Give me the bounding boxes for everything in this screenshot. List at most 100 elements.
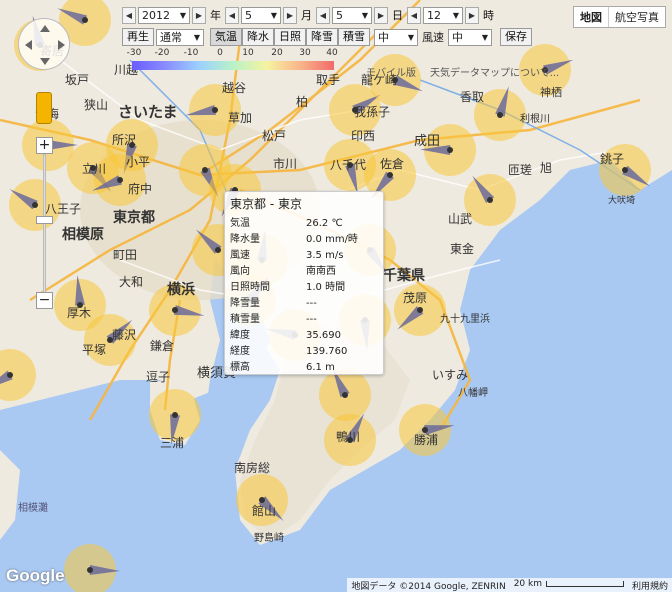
place-label: 逗子	[146, 370, 170, 384]
station-temperature-circle[interactable]	[0, 349, 36, 401]
place-label: 八王子	[45, 202, 81, 216]
mobile-link[interactable]: モバイル版	[366, 68, 416, 79]
legend-ticks: -30 -20 -10 0 10 20 30 40	[126, 48, 338, 60]
station-dot	[422, 427, 428, 433]
bubble-title: 東京都 - 東京	[230, 197, 302, 211]
day-prev-button[interactable]: ◀	[316, 6, 330, 24]
station-dot	[212, 107, 218, 113]
zoom-slider-handle[interactable]	[36, 216, 53, 224]
station-dot	[7, 372, 13, 378]
station-dot	[215, 247, 221, 253]
layer-snow-depth-button[interactable]: 積雪	[338, 28, 370, 46]
place-label: いすみ	[432, 368, 468, 382]
place-label: 相模灘	[18, 501, 48, 514]
place-label: 香取	[460, 90, 484, 104]
place-label: 小平	[126, 155, 150, 169]
about-link[interactable]: 天気データマップについて...	[430, 68, 560, 79]
station-dot	[352, 107, 358, 113]
place-label: 町田	[113, 248, 137, 262]
legend-tick: 0	[217, 48, 223, 58]
wind-direction-wedge	[345, 413, 365, 443]
bubble-row: 緯度 35.690	[230, 330, 341, 341]
station-info-bubble: 東京都 - 東京 気温 26.2 ℃ 降水量 0.0 mm/時 風速 3.5 m/s …	[224, 191, 384, 375]
layer-controls: 再生 通常 ▼ 気温 降水 日照 降雪 積雪 中 ▼ 風速 中 ▼ 保存	[122, 28, 532, 46]
day-next-button[interactable]: ▶	[374, 6, 388, 24]
year-prev-button[interactable]: ◀	[122, 6, 136, 24]
station-dot	[172, 412, 178, 418]
place-label: 大和	[119, 275, 143, 289]
bubble-row: 降雪量 ---	[230, 298, 317, 309]
save-button[interactable]: 保存	[500, 28, 532, 46]
month-select[interactable]: 5 ▼	[241, 6, 281, 24]
place-label: 九十九里浜	[440, 312, 490, 325]
wind-direction-wedge	[91, 175, 122, 191]
legend-tick: 10	[242, 48, 254, 58]
place-label: 千葉県	[383, 267, 425, 283]
bubble-row: 降水量 0.0 mm/時	[230, 234, 358, 245]
place-label: 印西	[351, 129, 375, 143]
place-label: 館山	[252, 503, 276, 518]
place-label: 神栖	[540, 85, 562, 99]
station-dot	[347, 437, 353, 443]
wind-direction-wedge	[420, 145, 451, 155]
hour-prev-button[interactable]: ◀	[407, 6, 421, 24]
place-label: 厚木	[67, 306, 91, 320]
marker-size-select[interactable]: 中 ▼	[374, 28, 418, 46]
zoom-slider-track[interactable]	[43, 154, 46, 294]
terms-link[interactable]: 利用規約	[631, 582, 668, 592]
legend-tick: -30	[126, 48, 142, 58]
station-dot	[542, 67, 548, 73]
speed-select[interactable]: 通常 ▼	[156, 28, 204, 46]
legend-tick: -10	[183, 48, 199, 58]
station-dot	[447, 147, 453, 153]
wind-direction-wedge	[543, 59, 574, 75]
year-select[interactable]: 2012 ▼	[138, 6, 190, 24]
map-type-satellite-button[interactable]: 航空写真	[615, 11, 659, 24]
wind-direction-wedge	[345, 163, 358, 194]
layer-snowfall-button[interactable]: 降雪	[306, 28, 338, 46]
map-footer: 地図データ ©2014 Google, ZENRIN 20 km 利用規約	[347, 578, 672, 592]
place-label: 東金	[450, 241, 474, 256]
chevron-down-icon: ▼	[481, 32, 488, 42]
station-dot	[129, 142, 135, 148]
layer-sunshine-button[interactable]: 日照	[274, 28, 306, 46]
station-dot	[87, 567, 93, 573]
wind-select[interactable]: 中 ▼	[448, 28, 492, 46]
layer-precipitation-button[interactable]: 降水	[242, 28, 274, 46]
map-attribution: 地図データ ©2014 Google, ZENRIN	[351, 582, 506, 592]
legend-tick: 30	[299, 48, 311, 58]
station-dot	[202, 167, 208, 173]
station-dot	[172, 307, 178, 313]
map-type-map-button[interactable]: 地図	[574, 7, 609, 27]
day-select[interactable]: 5 ▼	[332, 6, 372, 24]
chevron-down-icon: ▼	[270, 10, 277, 20]
hour-select[interactable]: 12 ▼	[423, 6, 463, 24]
place-label: 藤沢	[112, 328, 136, 342]
bubble-row: 標高 6.1 m	[230, 362, 335, 373]
station-dot	[497, 112, 503, 118]
place-label: 市川	[273, 156, 297, 171]
layer-temperature-button[interactable]: 気温	[210, 28, 242, 46]
station-dot	[487, 197, 493, 203]
place-label: 匝瑳	[508, 163, 532, 177]
station-dot	[342, 392, 348, 398]
year-next-button[interactable]: ▶	[192, 6, 206, 24]
play-button[interactable]: 再生	[122, 28, 154, 46]
street-view-pegman-icon[interactable]	[36, 92, 52, 124]
zoom-in-button[interactable]: +	[36, 137, 53, 154]
place-label: 利根川	[520, 112, 550, 125]
zoom-out-button[interactable]: −	[36, 292, 53, 309]
pan-control[interactable]	[18, 18, 70, 70]
hour-unit: 時	[483, 9, 494, 22]
place-label: 佐倉	[380, 156, 404, 171]
bubble-row: 積雪量 ---	[230, 314, 317, 325]
google-logo[interactable]: Google	[6, 566, 65, 585]
place-label: 取手	[316, 73, 340, 87]
hour-next-button[interactable]: ▶	[465, 6, 479, 24]
station-dot	[32, 202, 38, 208]
place-label: 所沢	[112, 133, 136, 147]
station-dot	[622, 167, 628, 173]
month-next-button[interactable]: ▶	[283, 6, 297, 24]
month-prev-button[interactable]: ◀	[225, 6, 239, 24]
chevron-down-icon: ▼	[452, 10, 459, 20]
